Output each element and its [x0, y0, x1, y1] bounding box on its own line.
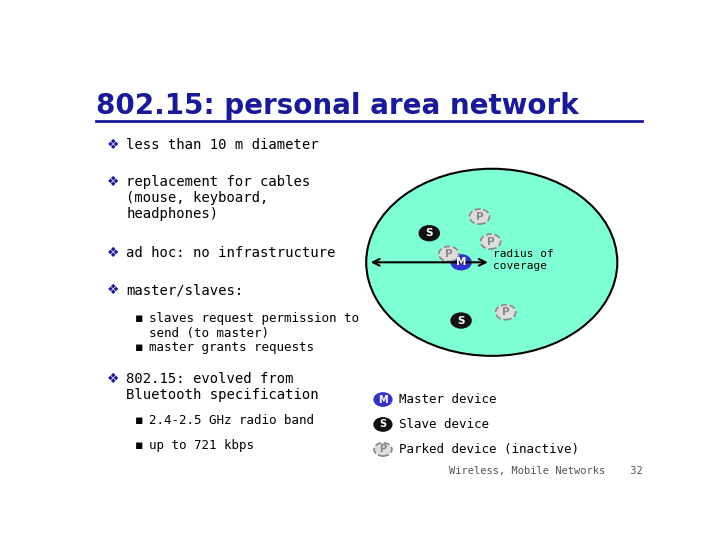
Text: P: P — [379, 444, 387, 455]
Circle shape — [481, 234, 500, 249]
Text: radius of
coverage: radius of coverage — [493, 249, 554, 271]
Text: up to 721 kbps: up to 721 kbps — [148, 439, 253, 452]
Circle shape — [469, 209, 490, 224]
Text: M: M — [456, 257, 467, 267]
Text: M: M — [378, 395, 388, 404]
Text: ▪: ▪ — [135, 439, 143, 452]
Text: ▪: ▪ — [135, 414, 143, 427]
Text: master grants requests: master grants requests — [148, 341, 314, 354]
Text: P: P — [487, 237, 495, 247]
Text: 2.4-2.5 GHz radio band: 2.4-2.5 GHz radio band — [148, 414, 314, 427]
Text: Master device: Master device — [399, 393, 496, 406]
Circle shape — [374, 393, 392, 406]
Text: P: P — [445, 249, 453, 259]
Text: ▪: ▪ — [135, 341, 143, 354]
Text: slaves request permission to
send (to master): slaves request permission to send (to ma… — [148, 312, 359, 340]
Circle shape — [374, 443, 392, 456]
Text: P: P — [502, 307, 510, 317]
Text: master/slaves:: master/slaves: — [126, 283, 243, 297]
Text: less than 10 m diameter: less than 10 m diameter — [126, 138, 319, 152]
Text: Wireless, Mobile Networks    32: Wireless, Mobile Networks 32 — [449, 467, 642, 476]
Circle shape — [451, 255, 471, 270]
Text: ad hoc: no infrastructure: ad hoc: no infrastructure — [126, 246, 336, 260]
Text: 802.15: personal area network: 802.15: personal area network — [96, 92, 578, 120]
Text: S: S — [457, 315, 465, 326]
Text: replacement for cables
(mouse, keyboard,
headphones): replacement for cables (mouse, keyboard,… — [126, 175, 310, 221]
Text: S: S — [426, 228, 433, 238]
Text: ❖: ❖ — [107, 175, 120, 189]
Text: P: P — [476, 212, 483, 221]
Circle shape — [495, 305, 516, 320]
Circle shape — [438, 246, 459, 261]
Text: ❖: ❖ — [107, 283, 120, 297]
FancyArrowPatch shape — [373, 259, 485, 266]
Circle shape — [451, 313, 471, 328]
Text: Slave device: Slave device — [399, 418, 489, 431]
Text: ❖: ❖ — [107, 246, 120, 260]
Circle shape — [374, 418, 392, 431]
Text: ❖: ❖ — [107, 372, 120, 386]
Circle shape — [419, 226, 439, 241]
Circle shape — [366, 168, 617, 356]
Text: S: S — [379, 420, 387, 429]
Text: 802.15: evolved from
Bluetooth specification: 802.15: evolved from Bluetooth specifica… — [126, 372, 319, 402]
Text: ▪: ▪ — [135, 312, 143, 325]
Text: Parked device (inactive): Parked device (inactive) — [399, 443, 579, 456]
Text: ❖: ❖ — [107, 138, 120, 152]
